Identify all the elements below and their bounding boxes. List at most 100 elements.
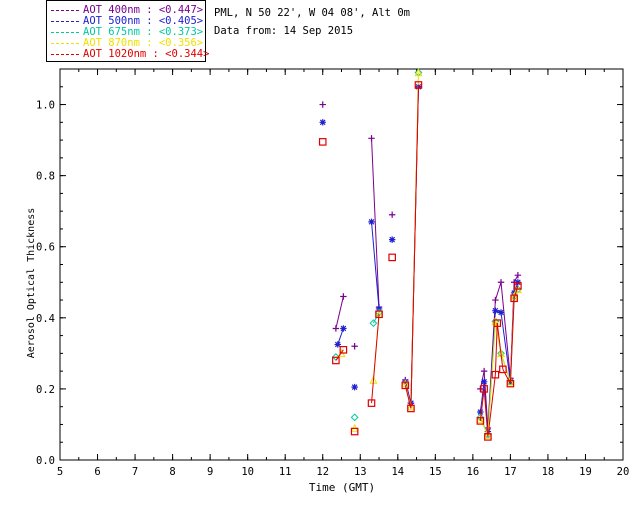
data-point [351, 383, 358, 391]
legend-swatch [51, 21, 79, 22]
series-line [337, 328, 344, 345]
legend-swatch [51, 43, 79, 44]
data-point [480, 367, 488, 375]
series-line [500, 312, 511, 382]
y-axis-label: Aerosol Optical Thickness [26, 208, 37, 359]
x-tick-label: 13 [354, 466, 367, 478]
series-line [494, 323, 498, 375]
data-point [476, 417, 485, 425]
data-point [368, 135, 375, 142]
series-aot-1020nm [318, 81, 522, 441]
series-line [404, 385, 412, 409]
x-tick-label: 12 [316, 466, 329, 478]
x-tick-label: 20 [617, 466, 630, 478]
data-point [499, 365, 507, 374]
data-point [388, 253, 396, 262]
data-point [368, 218, 375, 226]
x-tick-label: 14 [391, 466, 404, 478]
data-point [492, 307, 499, 314]
series-line [371, 314, 380, 404]
data-point [414, 68, 423, 77]
data-point [514, 282, 522, 290]
series-line [483, 388, 489, 437]
legend-item-400nm: AOT 400nm : <0.447> [47, 4, 205, 16]
legend-label: AOT 870nm : <0.356> [83, 37, 204, 49]
x-tick-label: 6 [94, 466, 100, 478]
data-point [514, 271, 522, 279]
series-aot-500nm [319, 83, 522, 435]
data-point [369, 319, 378, 328]
series-line [496, 323, 504, 370]
y-tick-label: 1.0 [36, 100, 55, 112]
data-point [497, 279, 505, 286]
series-line [479, 388, 485, 421]
series-line [509, 298, 515, 384]
series-line [513, 285, 519, 299]
series-line [479, 381, 485, 413]
legend-label: AOT 675nm : <0.373> [83, 26, 204, 38]
x-tick-label: 5 [57, 466, 63, 478]
legend-swatch [51, 10, 79, 11]
data-point [334, 341, 341, 348]
data-point [350, 413, 359, 422]
x-tick-label: 19 [579, 466, 592, 478]
x-axis-label: Time (GMT) [309, 481, 375, 494]
x-tick-label: 8 [169, 466, 175, 478]
x-tick-label: 16 [467, 466, 480, 478]
legend-item-500nm: AOT 500nm : <0.405> [47, 15, 205, 27]
data-point [401, 381, 410, 390]
data-point [388, 211, 396, 218]
series-layer [318, 68, 522, 441]
series-line [335, 296, 344, 329]
data-point [407, 404, 415, 413]
data-point [497, 309, 505, 316]
y-tick-label: 0.2 [36, 384, 55, 396]
legend-swatch [51, 54, 79, 55]
plot-frame [59, 68, 624, 461]
data-point [350, 427, 359, 436]
series-line [479, 418, 489, 436]
site-info: PML, N 50 22', W 04 08', Alt 0m [214, 7, 410, 19]
x-tick-label: 10 [241, 466, 254, 478]
data-point [477, 408, 484, 416]
data-point [319, 101, 326, 108]
data-point [483, 430, 492, 439]
y-tick-label: 0.8 [36, 171, 55, 183]
data-point [339, 346, 348, 354]
data-point [510, 294, 518, 303]
data-point [480, 378, 488, 385]
data-point [340, 293, 347, 300]
data-point [484, 433, 492, 441]
data-point [506, 377, 515, 386]
date-info: Data from: 14 Sep 2015 [214, 25, 354, 37]
series-line [371, 221, 380, 309]
data-point [406, 402, 415, 411]
x-tick-label: 17 [504, 466, 517, 478]
data-point [491, 370, 500, 379]
data-point [351, 343, 358, 350]
series-line [500, 282, 511, 379]
series-line [371, 138, 380, 308]
legend: AOT 400nm : <0.447> AOT 500nm : <0.405> … [46, 0, 210, 62]
data-point [388, 236, 396, 243]
series-line [335, 349, 344, 361]
legend-label: AOT 400nm : <0.447> [83, 4, 204, 16]
data-point [493, 319, 502, 327]
plot-axes: 5 6 7 8 9 10 11 12 13 14 15 16 17 18 19 20 0.0 0.2 0.4 0.6 0… [36, 68, 630, 478]
series-line [494, 282, 502, 301]
data-point [332, 356, 340, 365]
y-tick-label: 0.4 [36, 313, 55, 325]
data-point [492, 296, 499, 304]
legend-swatch [51, 32, 79, 33]
series-line [502, 369, 511, 384]
data-point [319, 119, 326, 126]
series-line [513, 274, 519, 283]
x-tick-label: 18 [542, 466, 555, 478]
y-tick-label: 0.6 [36, 242, 55, 254]
series-line [487, 374, 496, 437]
legend-label: AOT 1020nm : <0.344> [83, 48, 210, 60]
data-point [367, 399, 376, 407]
data-point [506, 379, 515, 388]
data-point [332, 325, 340, 332]
